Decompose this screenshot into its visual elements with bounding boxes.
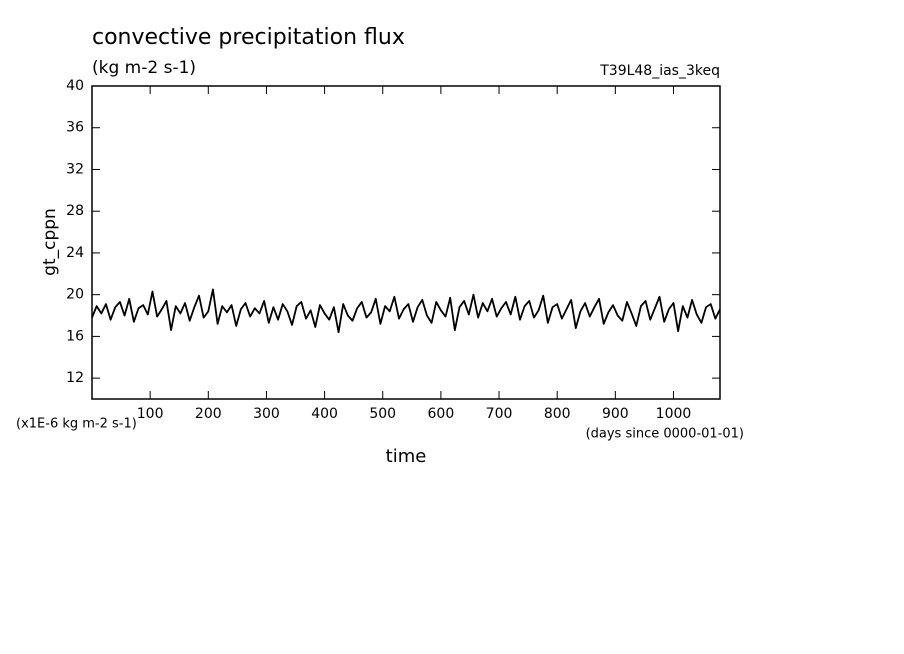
data-line <box>91 288 721 334</box>
x-tick-label: 300 <box>253 406 280 422</box>
chart-subtitle: (kg m-2 s-1) <box>92 58 196 78</box>
x-tick-label: 200 <box>195 406 222 422</box>
x-axis-label: time <box>386 446 427 467</box>
x-tick-label: 900 <box>602 406 629 422</box>
y-axis-label: gt_cppn <box>40 208 60 276</box>
annotation: T39L48_ias_3keq <box>599 63 720 79</box>
y-tick-label: 40 <box>66 78 84 94</box>
y-unit: (x1E-6 kg m-2 s-1) <box>16 417 137 432</box>
x-tick-label: 600 <box>428 406 455 422</box>
y-tick-label: 12 <box>66 370 84 386</box>
x-tick-label: 100 <box>137 406 164 422</box>
y-tick-label: 32 <box>66 161 84 177</box>
chart-title: convective precipitation flux <box>92 25 405 50</box>
y-tick-label: 20 <box>66 287 84 303</box>
y-tick-label: 36 <box>66 120 84 136</box>
x-tick-label: 500 <box>369 406 396 422</box>
x-tick-label: 400 <box>311 406 338 422</box>
x-tick-label: 700 <box>486 406 513 422</box>
plot-frame <box>91 85 721 400</box>
x-tick-label: 800 <box>544 406 571 422</box>
y-tick-label: 24 <box>66 245 84 261</box>
x-tick-label: 1000 <box>656 406 692 422</box>
x-unit: (days since 0000-01-01) <box>586 427 744 442</box>
y-tick-label: 28 <box>66 203 84 219</box>
y-tick-label: 16 <box>66 328 84 344</box>
